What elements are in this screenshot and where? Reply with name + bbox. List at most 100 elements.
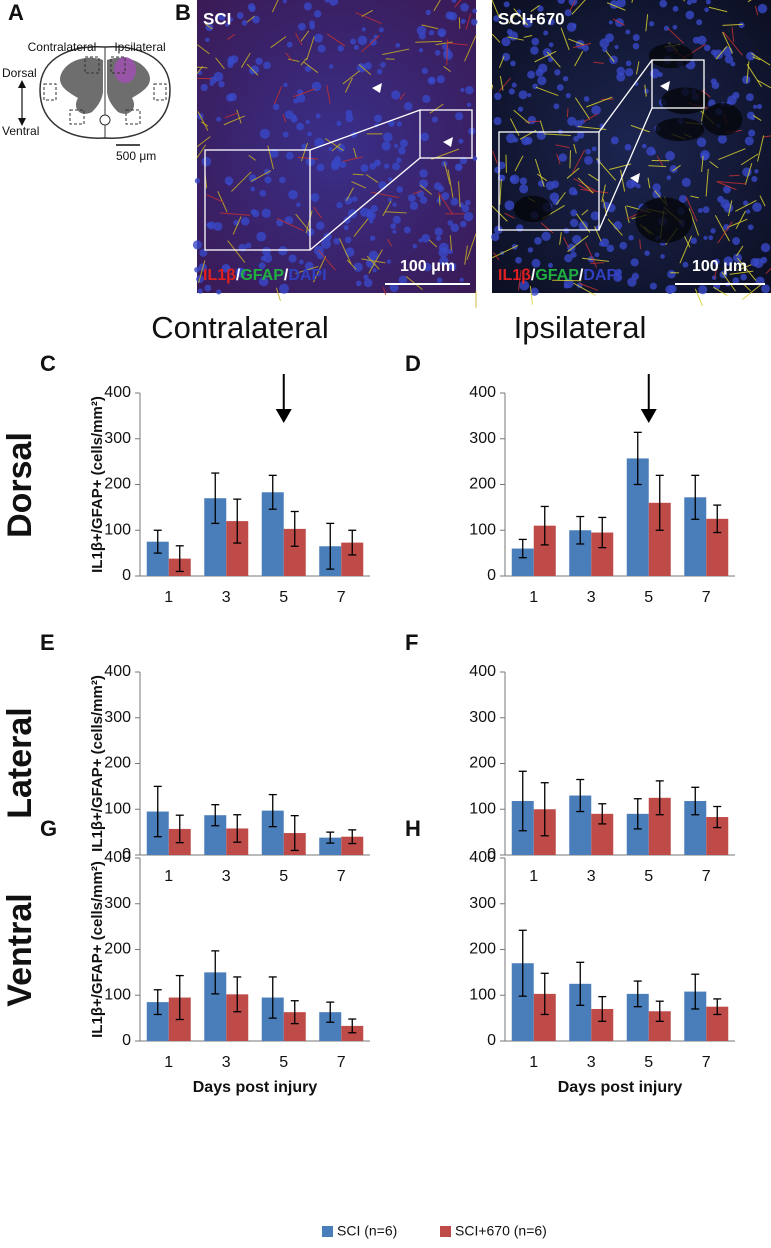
nucleus — [264, 176, 272, 184]
nucleus — [197, 288, 203, 294]
fiber — [491, 33, 501, 43]
fiber — [438, 195, 441, 206]
fiber — [227, 240, 246, 263]
fiber — [746, 61, 750, 83]
nucleus — [614, 44, 619, 50]
panel-label: E — [40, 630, 55, 655]
nucleus — [632, 34, 640, 42]
scale-label: 100 μm — [692, 258, 747, 275]
bar — [706, 1006, 729, 1041]
fiber — [566, 167, 580, 179]
stain: / — [579, 267, 584, 284]
nucleus — [378, 181, 387, 190]
fiber — [753, 115, 762, 122]
y-tick-label: 0 — [487, 567, 496, 584]
fiber — [464, 35, 477, 62]
fiber — [499, 75, 504, 91]
nucleus — [328, 146, 333, 151]
nucleus — [697, 35, 707, 45]
nucleus — [748, 129, 756, 137]
fiber — [685, 196, 698, 222]
bar — [684, 991, 707, 1041]
fiber — [727, 218, 748, 228]
nucleus — [296, 122, 304, 131]
nucleus — [315, 113, 321, 119]
nucleus — [344, 236, 352, 244]
fiber — [709, 161, 719, 169]
nucleus — [420, 132, 430, 142]
nucleus — [296, 93, 306, 103]
nucleus — [531, 37, 540, 46]
nucleus — [200, 83, 208, 92]
nucleus — [355, 280, 362, 287]
nucleus — [570, 209, 578, 217]
nucleus — [466, 102, 472, 108]
nucleus — [427, 76, 436, 85]
diagram-label: Contralateral — [28, 40, 97, 54]
nucleus — [383, 132, 393, 142]
y-tick-label: 300 — [104, 709, 131, 726]
nucleus — [551, 180, 560, 189]
fiber — [370, 191, 400, 199]
fiber — [351, 181, 367, 189]
nucleus — [646, 146, 656, 156]
nucleus — [448, 11, 458, 21]
nucleus — [666, 175, 672, 180]
void — [702, 103, 743, 136]
nucleus — [747, 224, 754, 231]
nucleus — [345, 114, 354, 123]
fiber — [419, 184, 433, 195]
nucleus — [448, 262, 457, 271]
nucleus — [572, 190, 578, 196]
fiber — [297, 156, 318, 160]
bar — [648, 1011, 671, 1041]
nucleus — [221, 263, 231, 273]
fiber — [508, 13, 517, 24]
nucleus — [657, 72, 663, 78]
nucleus — [344, 196, 353, 205]
nucleus — [713, 258, 720, 266]
fiber — [324, 138, 344, 152]
fiber — [701, 108, 705, 122]
nucleus — [403, 101, 413, 111]
fiber — [737, 264, 752, 271]
stain: DAPI — [583, 267, 621, 284]
nucleus — [742, 75, 751, 85]
nucleus — [206, 222, 213, 229]
fiber — [530, 4, 540, 12]
fiber — [534, 50, 557, 63]
nucleus — [521, 136, 530, 146]
fiber — [716, 181, 737, 191]
nucleus — [740, 273, 747, 281]
bar — [591, 813, 614, 855]
x-axis-label: Days post injury — [193, 1079, 318, 1096]
fiber — [303, 61, 319, 74]
bar — [591, 1008, 614, 1041]
nucleus — [323, 232, 332, 241]
fiber — [507, 36, 524, 41]
nucleus — [705, 0, 711, 5]
fiber — [353, 218, 369, 237]
nucleus — [278, 246, 288, 256]
nucleus — [710, 228, 716, 234]
nucleus — [288, 189, 298, 200]
nucleus — [501, 37, 511, 47]
nucleus — [204, 284, 212, 292]
fiber — [198, 260, 206, 284]
fiber — [300, 142, 309, 162]
nucleus — [535, 68, 544, 77]
nucleus — [248, 67, 256, 75]
bar — [341, 542, 364, 576]
nucleus — [391, 90, 401, 100]
y-tick-label: 100 — [104, 800, 131, 817]
x-tick-label: 1 — [529, 1054, 538, 1071]
nucleus — [278, 283, 289, 294]
stain: / — [531, 267, 536, 284]
y-tick-label: 100 — [469, 986, 496, 1003]
nucleus — [681, 177, 691, 187]
nucleus — [317, 44, 326, 53]
stain: / — [284, 267, 289, 284]
x-tick-label: 5 — [279, 868, 288, 885]
fiber — [708, 6, 728, 13]
